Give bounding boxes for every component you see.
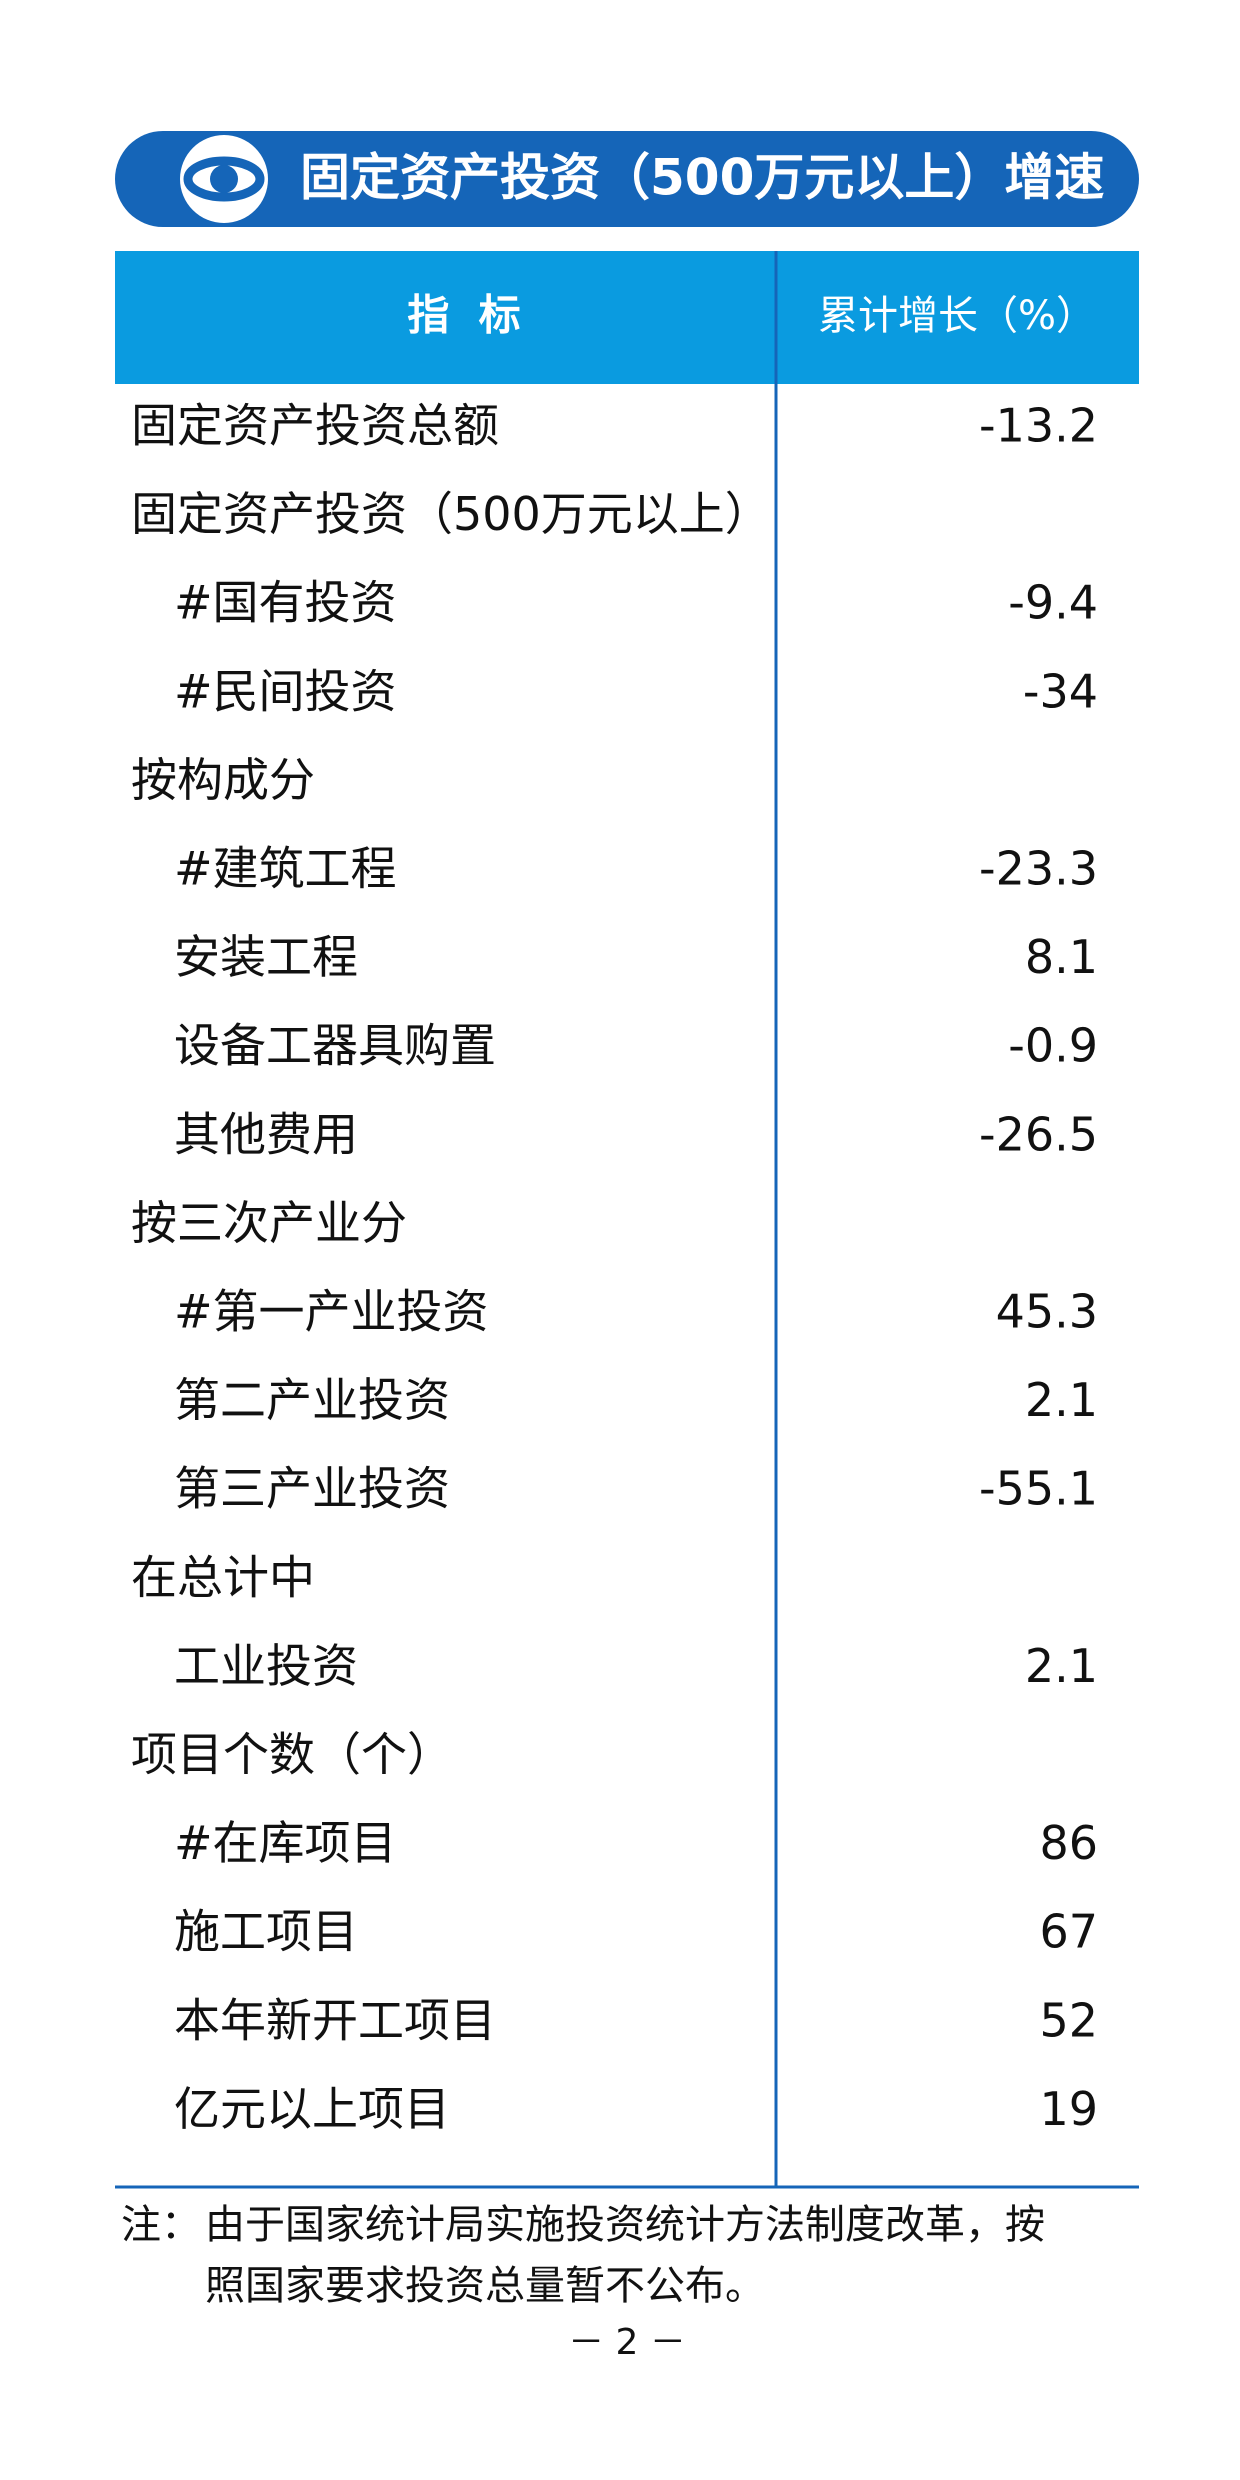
row-value: 67 [1039, 1905, 1098, 1959]
row-label: #民间投资 [174, 664, 397, 718]
row-value: 19 [1039, 2082, 1098, 2136]
row-value: -34 [1023, 664, 1098, 718]
row-value: -9.4 [1008, 576, 1098, 630]
row-value: -13.2 [979, 399, 1098, 453]
row-label: 在总计中 [131, 1550, 315, 1604]
title-bar [115, 131, 1139, 227]
column-header: 累计增长（%） [818, 293, 1096, 339]
note-line: 照国家要求投资总量暂不公布。 [205, 2263, 765, 2309]
row-value: 45.3 [996, 1285, 1098, 1339]
row-label: 第三产业投资 [174, 1462, 450, 1516]
row-label: #第一产业投资 [174, 1285, 489, 1339]
row-label: 固定资产投资总额 [131, 399, 499, 453]
row-label: 本年新开工项目 [174, 1993, 496, 2047]
row-value: 86 [1039, 1816, 1098, 1870]
row-value: 52 [1039, 1993, 1098, 2047]
row-label: 施工项目 [174, 1905, 358, 1959]
row-value: -26.5 [979, 1107, 1098, 1161]
row-label: 亿元以上项目 [174, 2082, 450, 2136]
row-value: -55.1 [979, 1462, 1098, 1516]
row-value: 8.1 [1025, 930, 1098, 984]
table-header [115, 251, 1139, 384]
row-label: #国有投资 [174, 576, 397, 630]
row-label: 设备工器具购置 [174, 1019, 496, 1073]
row-label: 按构成分 [131, 753, 315, 807]
column-header: 指 标 [407, 291, 520, 340]
row-label: 工业投资 [174, 1639, 358, 1693]
note-line: 由于国家统计局实施投资统计方法制度改革，按 [205, 2202, 1045, 2248]
row-value: -0.9 [1008, 1019, 1098, 1073]
title: 固定资产投资（500万元以上）增速 [300, 149, 1104, 207]
row-label: 按三次产业分 [131, 1196, 407, 1250]
note-label: 注： [121, 2202, 201, 2248]
row-label: 项目个数（个） [131, 1728, 453, 1782]
page-number: － 2 － [568, 2322, 686, 2363]
row-value: 2.1 [1025, 1639, 1098, 1693]
row-label: 安装工程 [174, 930, 358, 984]
row-label: 固定资产投资（500万元以上） [131, 487, 771, 541]
row-label: #在库项目 [174, 1816, 397, 1870]
row-value: -23.3 [979, 842, 1098, 896]
row-label: 第二产业投资 [174, 1373, 450, 1427]
logo [180, 135, 268, 223]
row-value: 2.1 [1025, 1373, 1098, 1427]
row-label: 其他费用 [174, 1107, 358, 1161]
row-label: #建筑工程 [174, 842, 397, 896]
